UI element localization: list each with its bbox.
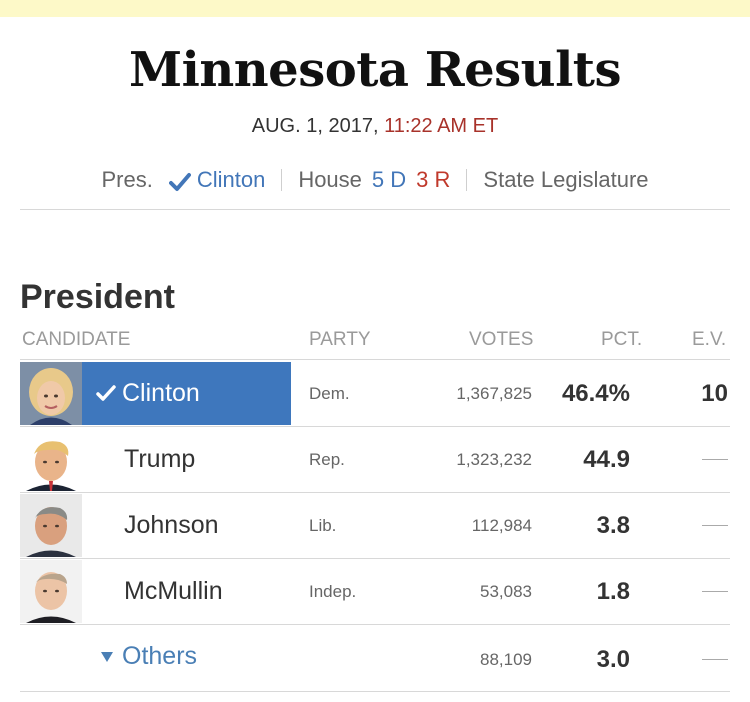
candidate-pct: 1.8 — [596, 578, 630, 605]
others-row[interactable]: Others 88,109 3.0 — [20, 627, 730, 692]
time-text: 11:22 AM ET — [384, 115, 499, 137]
results-nav: Pres. Clinton House 5 D 3 R State Legisl… — [0, 165, 750, 195]
candidate-votes: 1,367,825 — [456, 384, 532, 403]
candidate-votes: 1,323,232 — [456, 450, 532, 469]
candidate-photo-trump — [20, 428, 82, 491]
nav-house-dem: 5 D — [371, 167, 407, 192]
candidate-name: Johnson — [124, 511, 219, 539]
table-bottom-divider — [20, 691, 730, 692]
candidate-party: Indep. — [309, 582, 357, 601]
others-votes: 88,109 — [480, 650, 532, 669]
nav-divider — [281, 169, 283, 191]
column-header-party: PARTY — [309, 329, 371, 350]
candidate-ev: 10 — [701, 380, 728, 407]
column-header-candidate: CANDIDATE — [22, 329, 131, 350]
candidate-ev-dash — [702, 525, 728, 526]
candidate-party: Rep. — [309, 450, 345, 469]
candidate-photo-johnson — [20, 494, 82, 557]
column-header-pct: PCT. — [601, 329, 643, 350]
table-row: Trump Rep. 1,323,232 44.9 — [20, 427, 730, 492]
nav-house-rep: 3 R — [416, 167, 451, 192]
candidate-name: Trump — [124, 445, 196, 473]
row-divider — [20, 558, 730, 559]
triangle-down-icon — [101, 652, 113, 662]
candidate-pct: 46.4% — [561, 380, 630, 407]
candidate-party: Dem. — [309, 384, 350, 403]
winner-highlight — [82, 362, 291, 425]
candidate-party: Lib. — [309, 516, 337, 535]
nav-state-legislature-link[interactable]: State Legislature — [483, 167, 649, 192]
others-pct: 3.0 — [596, 646, 630, 673]
checkmark-icon — [168, 170, 191, 191]
nav-house-link[interactable]: House — [298, 167, 362, 192]
candidate-pct: 44.9 — [583, 446, 630, 473]
nav-pres-label: Pres. — [101, 167, 153, 192]
candidate-photo-mcmullin — [20, 560, 82, 623]
checkmark-icon — [96, 385, 116, 401]
header-divider — [20, 209, 730, 210]
table-row: McMullin Indep. 53,083 1.8 — [20, 559, 730, 624]
candidate-votes: 112,984 — [471, 516, 532, 535]
candidate-ev-dash — [702, 459, 728, 460]
candidate-photo-clinton — [20, 362, 82, 425]
column-header-ev: E.V. — [692, 329, 727, 350]
column-header-votes: VOTES — [469, 329, 534, 350]
table-row: Clinton Dem. 1,367,825 46.4% 10 — [20, 361, 730, 426]
top-banner — [0, 0, 750, 17]
section-title: President — [20, 278, 175, 316]
row-divider — [20, 492, 730, 493]
row-divider — [20, 426, 730, 427]
page-title: Minnesota Results — [128, 42, 622, 98]
others-ev-dash — [702, 659, 728, 660]
candidate-pct: 3.8 — [596, 512, 630, 539]
others-toggle[interactable]: Others — [100, 627, 197, 685]
candidate-name: McMullin — [124, 577, 223, 605]
table-header-divider — [20, 359, 730, 360]
dateline: AUG. 1, 2017, 11:22 AM ET — [0, 113, 750, 139]
candidate-name: Clinton — [96, 361, 200, 426]
candidate-ev-dash — [702, 591, 728, 592]
row-divider — [20, 624, 730, 625]
candidate-votes: 53,083 — [480, 582, 532, 601]
date-text: AUG. 1, 2017, — [251, 115, 379, 137]
table-row: Johnson Lib. 112,984 3.8 — [20, 493, 730, 558]
nav-divider — [466, 169, 468, 191]
nav-pres-winner-link[interactable]: Clinton — [196, 167, 266, 192]
